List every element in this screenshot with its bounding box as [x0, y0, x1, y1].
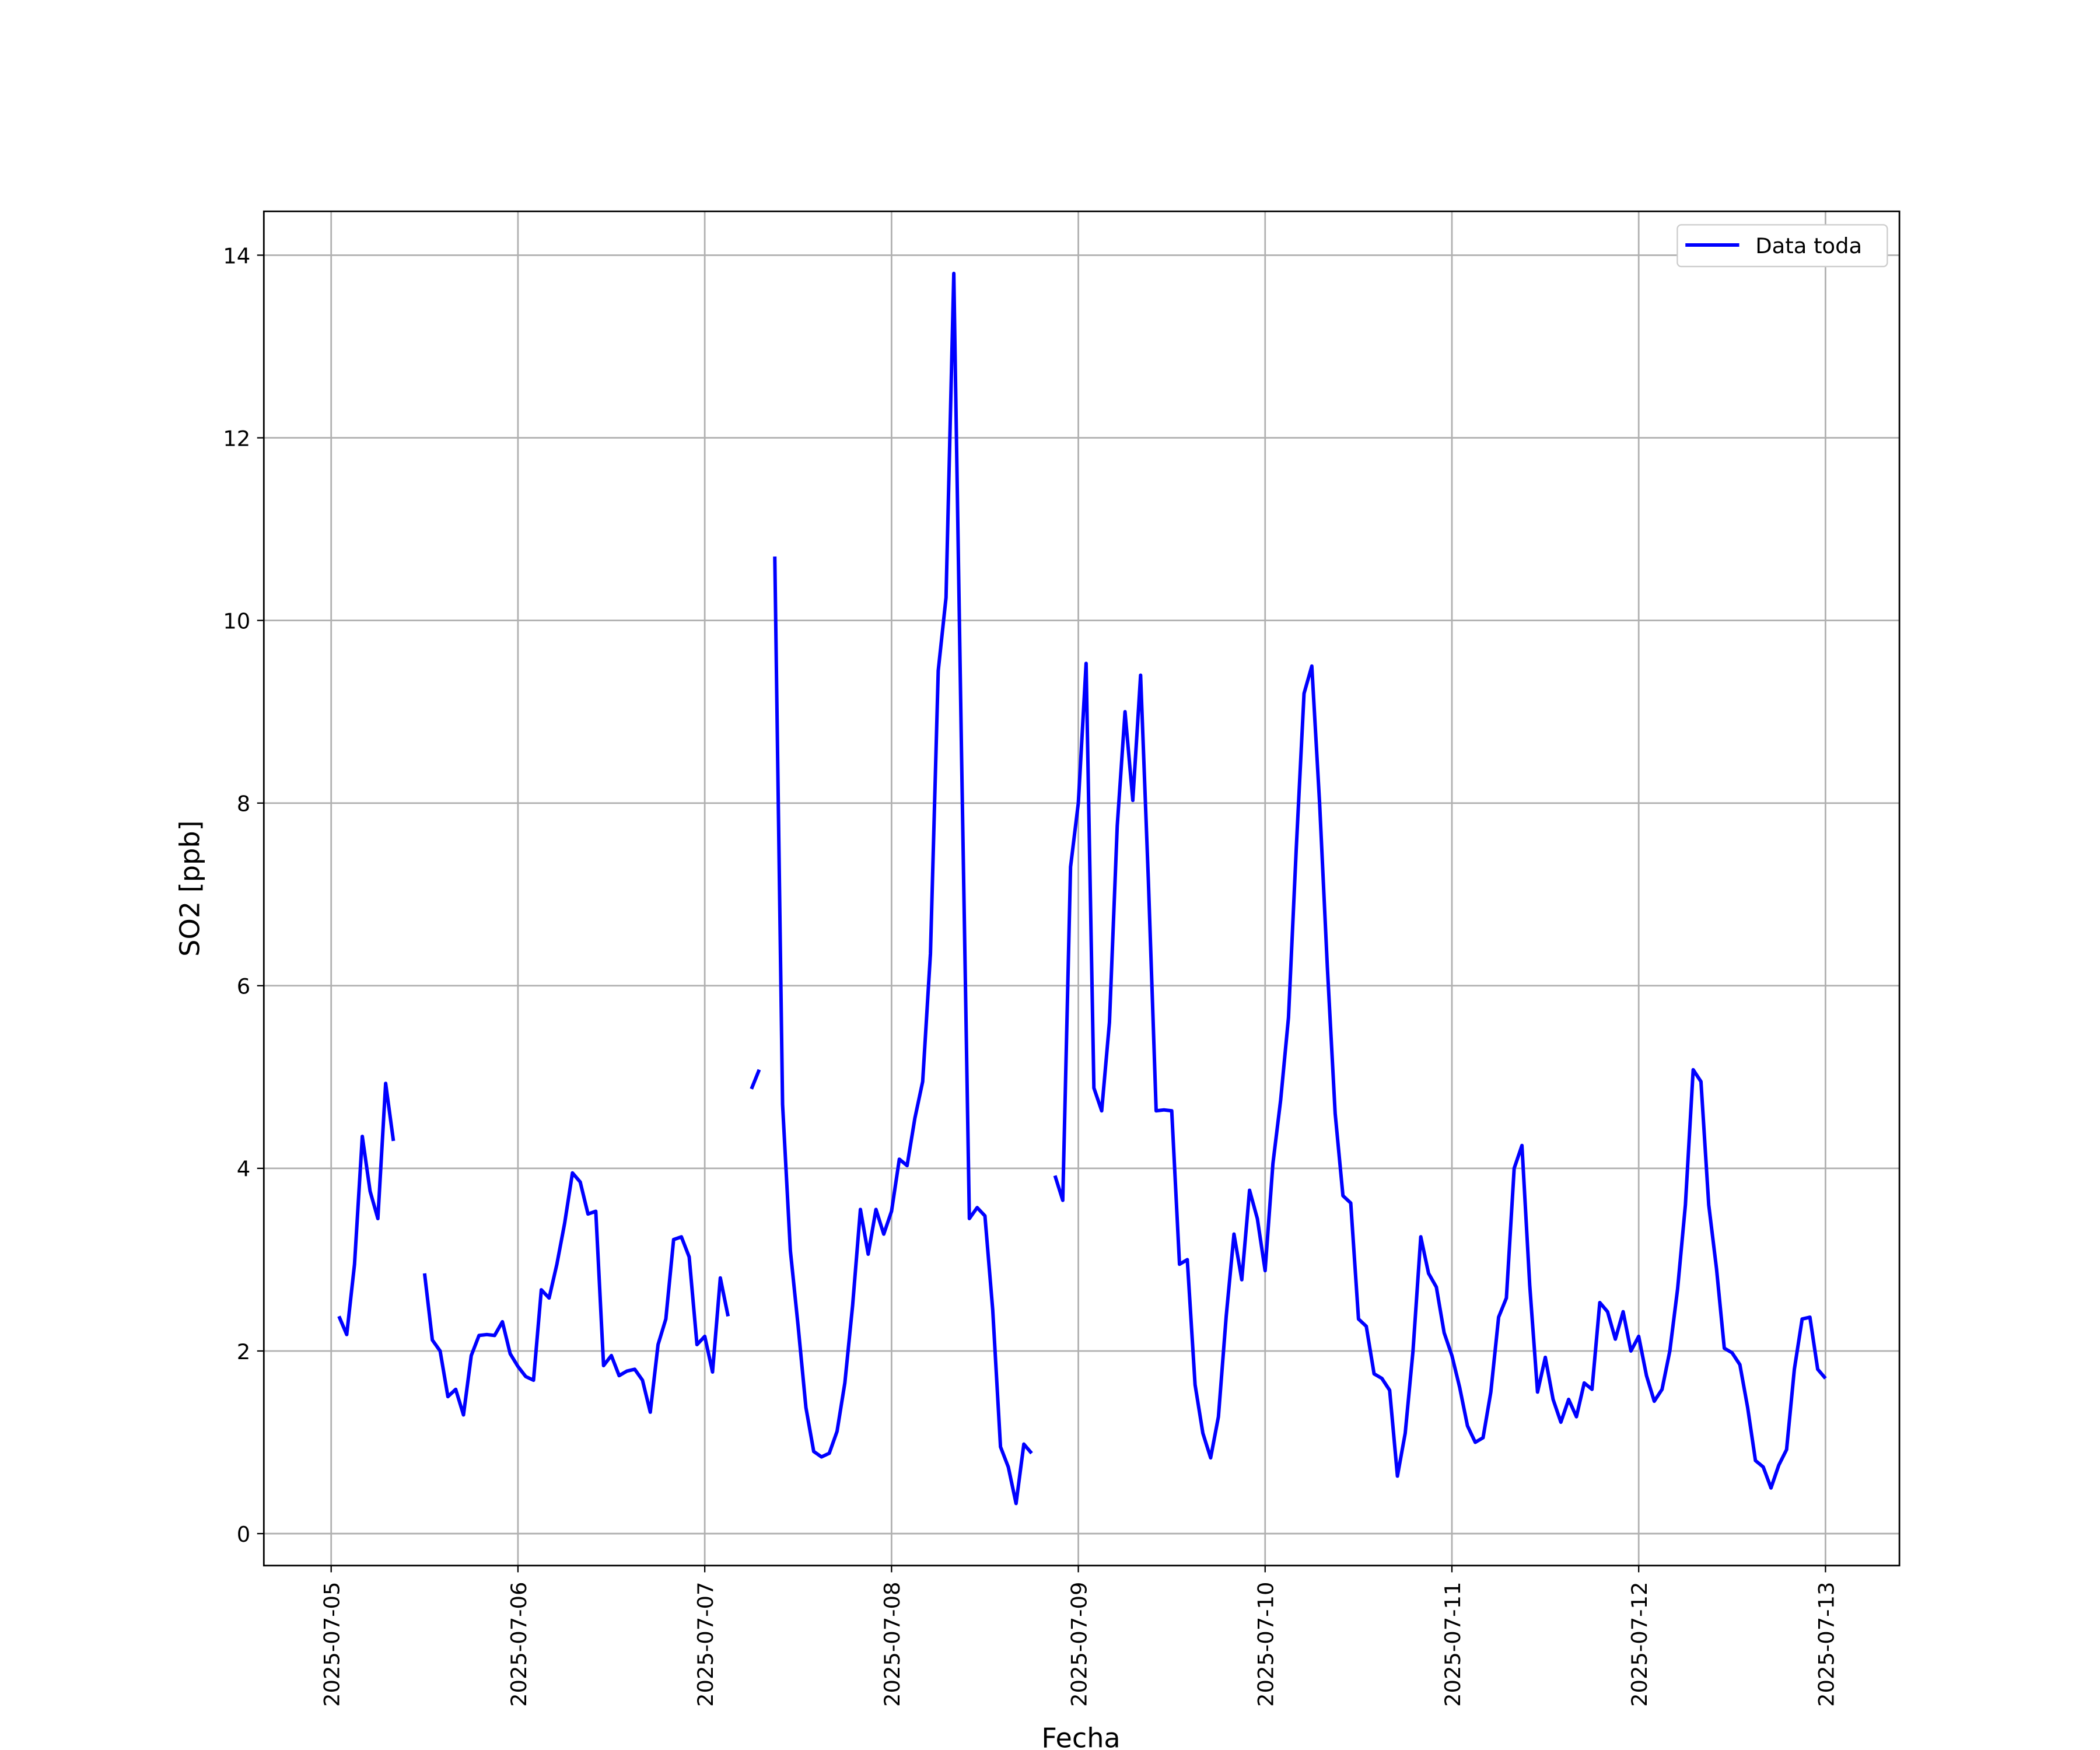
y-axis-label: SO2 [ppb]: [174, 820, 206, 957]
y-tick-label: 2: [237, 1339, 250, 1364]
legend-label: Data toda: [1755, 233, 1862, 258]
data-line: [337, 271, 1827, 1506]
x-tick-label: 2025-07-10: [1254, 1582, 1279, 1707]
x-tick-label: 2025-07-08: [880, 1582, 905, 1707]
x-tick-label: 2025-07-12: [1627, 1582, 1652, 1707]
legend-box: [1676, 224, 1888, 268]
x-tick-label: 2025-07-09: [1066, 1582, 1091, 1707]
y-tick-label: 14: [223, 243, 250, 268]
y-tick-label: 10: [223, 608, 250, 634]
x-tick-label: 2025-07-05: [320, 1582, 345, 1707]
axes-frame: [262, 210, 1901, 1567]
x-axis-label: Fecha: [1041, 1722, 1120, 1750]
y-tick-label: 6: [237, 974, 250, 999]
y-tick-label: 8: [237, 792, 250, 817]
x-tick-label: 2025-07-13: [1814, 1582, 1839, 1707]
legend: Data toda: [1676, 224, 1888, 268]
x-tick-label: 2025-07-07: [693, 1582, 718, 1707]
plot-area: [337, 271, 1827, 1506]
y-tick-label: 12: [223, 426, 250, 451]
x-tick-label: 2025-07-11: [1440, 1582, 1465, 1707]
y-tick-label: 0: [237, 1522, 250, 1547]
x-tick-label: 2025-07-06: [506, 1582, 531, 1707]
y-tick-label: 4: [237, 1157, 250, 1182]
